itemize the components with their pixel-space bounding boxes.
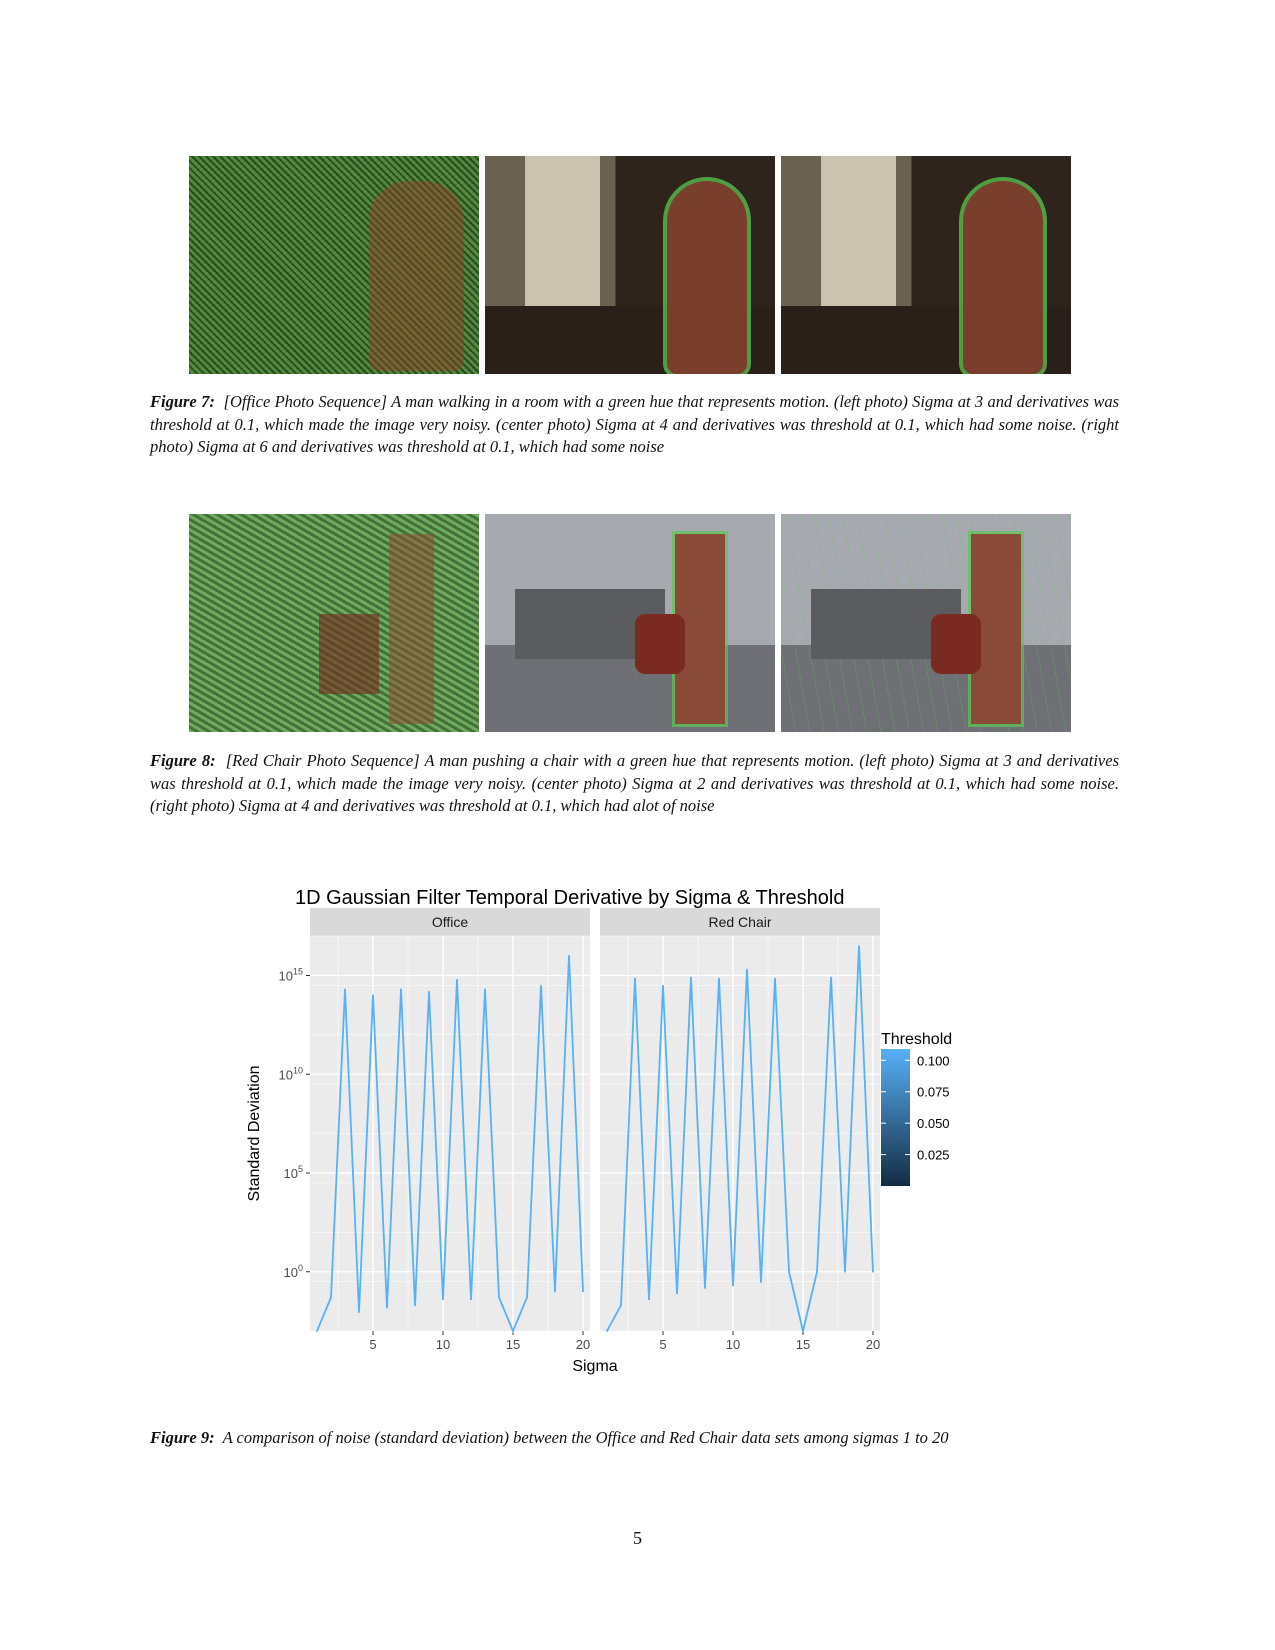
figure9-text: A comparison of noise (standard deviatio…: [222, 1428, 949, 1447]
y-tick-label: 1015: [279, 967, 303, 984]
data-point: [456, 978, 458, 981]
data-point: [582, 1290, 584, 1293]
facet-strip: [310, 908, 590, 936]
data-point: [540, 984, 542, 987]
data-point: [690, 976, 692, 979]
x-axis-title: Sigma: [572, 1358, 617, 1375]
data-point: [662, 984, 664, 987]
office-photo-sigma6: [781, 156, 1071, 374]
page-number: 5: [633, 1528, 642, 1548]
data-point: [316, 1330, 318, 1332]
figure9-label: Figure 9:: [150, 1428, 215, 1447]
data-point: [512, 1330, 514, 1332]
facet-label: Red Chair: [708, 914, 771, 930]
legend-title: Threshold: [881, 1031, 952, 1048]
data-point: [484, 988, 486, 991]
figure9-chart: 1D Gaussian Filter Temporal Derivative b…: [246, 887, 952, 1375]
figure8-photos: [189, 514, 1071, 732]
data-point: [802, 1330, 804, 1332]
office-photo-sigma4: [485, 156, 775, 374]
data-point: [620, 1304, 622, 1307]
data-point: [400, 988, 402, 991]
data-point: [330, 1296, 332, 1299]
data-point: [372, 994, 374, 997]
data-point: [358, 1311, 360, 1314]
figure7-text: [Office Photo Sequence] A man walking in…: [150, 392, 1119, 456]
data-point: [872, 1270, 874, 1273]
y-tick-label: 1010: [279, 1065, 303, 1082]
figure9-caption: Figure 9: A comparison of noise (standar…: [150, 1427, 1119, 1450]
data-point: [526, 1296, 528, 1299]
data-point: [634, 977, 636, 980]
redchair-photo-sigma2: [485, 514, 775, 732]
data-point: [498, 1296, 500, 1299]
x-tick-label: 20: [866, 1337, 880, 1352]
data-point: [554, 1290, 556, 1293]
data-point: [344, 988, 346, 991]
data-point: [830, 976, 832, 979]
figure7-caption: Figure 7: [Office Photo Sequence] A man …: [150, 391, 1119, 459]
series-line-office: [316, 955, 584, 1334]
x-tick-label: 10: [726, 1337, 740, 1352]
y-axis-title: Standard Deviation: [246, 1065, 263, 1201]
data-point: [428, 990, 430, 993]
x-tick-label: 5: [659, 1337, 666, 1352]
y-tick-label: 105: [284, 1164, 303, 1181]
figure7-photos: [189, 156, 1071, 374]
x-tick-label: 10: [436, 1337, 450, 1352]
redchair-photo-sigma3: [189, 514, 479, 732]
facet-label: Office: [432, 914, 469, 930]
x-tick-label: 20: [576, 1337, 590, 1352]
data-point: [676, 1292, 678, 1295]
figure8-caption: Figure 8: [Red Chair Photo Sequence] A m…: [150, 750, 1119, 818]
legend-label: 0.025: [917, 1148, 950, 1163]
data-point: [858, 945, 860, 948]
figure8-label: Figure 8:: [150, 751, 216, 770]
facet-strip: [600, 908, 880, 936]
y-tick-label: 100: [284, 1263, 303, 1280]
data-point: [732, 1284, 734, 1287]
data-point: [414, 1304, 416, 1307]
data-point: [816, 1270, 818, 1273]
x-tick-label: 15: [506, 1337, 520, 1352]
figure8-text: [Red Chair Photo Sequence] A man pushing…: [150, 751, 1119, 815]
x-tick-label: 15: [796, 1337, 810, 1352]
data-point: [774, 977, 776, 980]
series-line-red-chair: [606, 946, 874, 1332]
data-point: [470, 1298, 472, 1301]
office-photo-sigma3: [189, 156, 479, 374]
data-point: [746, 968, 748, 971]
legend-colorbar: [881, 1049, 910, 1186]
redchair-photo-sigma4: [781, 514, 1071, 732]
data-point: [442, 1298, 444, 1301]
data-point: [760, 1281, 762, 1283]
legend-label: 0.050: [917, 1116, 950, 1131]
x-tick-label: 5: [369, 1337, 376, 1352]
legend-label: 0.075: [917, 1085, 950, 1100]
data-point: [606, 1330, 608, 1332]
data-point: [844, 1270, 846, 1273]
data-point: [568, 954, 570, 957]
figure7-label: Figure 7:: [150, 392, 215, 411]
data-point: [718, 977, 720, 980]
legend-label: 0.100: [917, 1053, 950, 1068]
data-point: [386, 1306, 388, 1309]
data-point: [704, 1287, 706, 1289]
chart-title: 1D Gaussian Filter Temporal Derivative b…: [295, 887, 845, 909]
data-point: [648, 1298, 650, 1301]
data-point: [788, 1270, 790, 1273]
